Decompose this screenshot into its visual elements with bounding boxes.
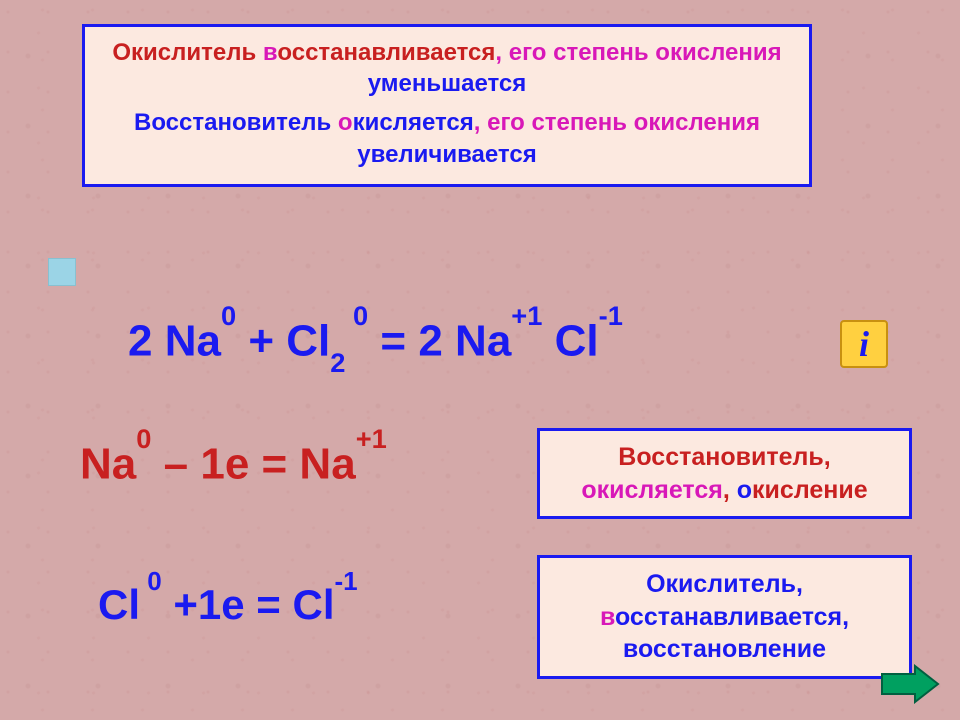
eq-text: = 2 Na bbox=[368, 317, 511, 366]
rule-text: кисляется bbox=[353, 109, 474, 136]
rule-reducer-word: Восстановитель bbox=[134, 109, 338, 136]
label-text: осстанавливается bbox=[615, 603, 842, 631]
rule-text: , его степень окисления bbox=[474, 109, 760, 136]
eq-sup: +1 bbox=[356, 423, 387, 454]
label-text: окисляется bbox=[581, 476, 723, 504]
label-text: , bbox=[723, 476, 737, 504]
eq-sup: -1 bbox=[599, 300, 623, 331]
eq-text: +1e = Cl bbox=[162, 581, 335, 628]
eq-sup: 0 bbox=[221, 300, 236, 331]
eq-text: – 1e = Na bbox=[151, 440, 355, 489]
half-reaction-oxidation: Na0 – 1e = Na+1 bbox=[80, 438, 387, 490]
info-button[interactable]: i bbox=[840, 320, 888, 368]
eq-sub: 2 bbox=[330, 347, 345, 378]
reducer-label-box: Восстановитель, окисляется, окисление bbox=[537, 428, 912, 519]
spacer bbox=[105, 99, 789, 107]
rule-decreases-word: уменьшается bbox=[368, 70, 527, 97]
rule-text: осстанавливается bbox=[277, 39, 495, 66]
rule-oxidizer-word: Окислитель bbox=[112, 39, 256, 66]
info-icon-glyph: i bbox=[859, 323, 869, 365]
label-text: кисление bbox=[752, 476, 868, 504]
rule-text: о bbox=[338, 109, 353, 136]
eq-sup: -1 bbox=[335, 566, 358, 596]
arrow-right-icon bbox=[880, 664, 940, 704]
rule-line-2: Восстановитель окисляется, его степень о… bbox=[105, 107, 789, 169]
eq-text: + Cl bbox=[236, 317, 330, 366]
eq-sup: 0 bbox=[345, 300, 368, 331]
rule-definition-box: Окислитель восстанавливается, его степен… bbox=[82, 24, 812, 187]
eq-sup: 0 bbox=[140, 566, 162, 596]
label-text: Окислитель, bbox=[646, 570, 803, 598]
oxidizer-label-box: Окислитель, восстанавливается, восстанов… bbox=[537, 555, 912, 679]
main-equation: 2 Na0 + Cl2 0 = 2 Na+1 Cl-1 bbox=[128, 315, 623, 372]
rule-text: в bbox=[256, 39, 277, 66]
half-reaction-reduction: Cl 0 +1e = Cl-1 bbox=[98, 580, 358, 629]
eq-text: Na bbox=[80, 440, 136, 489]
rule-line-1: Окислитель восстанавливается, его степен… bbox=[105, 37, 789, 99]
eq-text: Cl bbox=[542, 317, 598, 366]
label-text: о bbox=[737, 476, 752, 504]
rule-text: , его степень окисления bbox=[495, 39, 781, 66]
eq-text: Cl bbox=[98, 581, 140, 628]
rule-increases-word: увеличивается bbox=[357, 141, 536, 168]
eq-sup: +1 bbox=[511, 300, 542, 331]
eq-sup: 0 bbox=[136, 423, 151, 454]
bullet-square bbox=[48, 258, 76, 286]
label-text: в bbox=[600, 603, 615, 631]
next-slide-button[interactable] bbox=[880, 664, 940, 704]
label-text: Восстановитель, bbox=[618, 443, 830, 471]
eq-text: 2 Na bbox=[128, 317, 221, 366]
